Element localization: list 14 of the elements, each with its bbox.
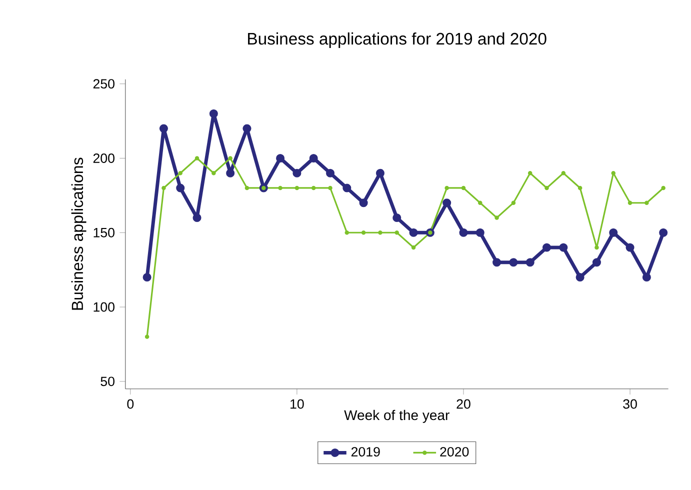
x-tick-label: 10	[290, 399, 304, 409]
y-axis-title: Business applications	[71, 158, 86, 310]
y-tick-label: 150	[94, 228, 114, 238]
y-tick-label: 200	[93, 153, 114, 163]
x-axis-title: Week of the year	[344, 410, 450, 423]
x-tick-label: 0	[127, 399, 134, 409]
y-tick-label: 50	[100, 376, 114, 386]
legend-label: 2020	[440, 446, 469, 456]
y-tick-label: 250	[93, 79, 114, 88]
x-tick-label: 30	[623, 399, 637, 409]
chart-title: Business applications for 2019 and 2020	[248, 32, 546, 48]
y-tick-label: 100	[94, 302, 114, 312]
x-tick-label: 20	[456, 399, 470, 409]
legend-label: 2019	[351, 446, 380, 456]
